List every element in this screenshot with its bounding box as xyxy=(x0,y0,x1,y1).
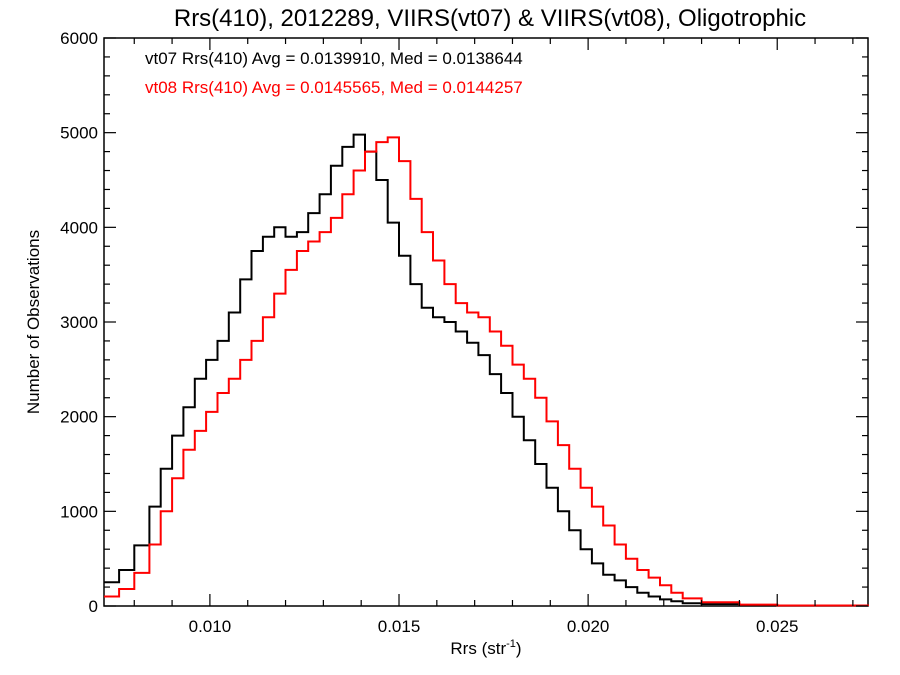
x-axis-label: Rrs (str-1) xyxy=(450,638,521,658)
plot-frame xyxy=(103,37,869,607)
series-line-vt07 xyxy=(104,133,869,607)
x-axis-label-close: ) xyxy=(516,639,522,658)
x-axis: 0.010 0.015 0.020 0.025 xyxy=(133,38,854,636)
series-layer xyxy=(104,133,869,607)
legend: vt07 Rrs(410) Avg = 0.0139910, Med = 0.0… xyxy=(145,49,523,97)
legend-entry-vt08: vt08 Rrs(410) Avg = 0.0145565, Med = 0.0… xyxy=(145,78,523,97)
y-axis: 0 1000 2000 3000 4000 5000 6000 xyxy=(60,29,868,616)
y-tick-label: 4000 xyxy=(60,218,98,237)
x-axis-label-text: Rrs (str xyxy=(450,639,506,658)
series-line-vt08 xyxy=(104,136,869,607)
y-axis-label: Number of Observations xyxy=(24,230,43,414)
y-tick-label: 2000 xyxy=(60,408,98,427)
y-tick-label: 5000 xyxy=(60,124,98,143)
legend-entry-vt07: vt07 Rrs(410) Avg = 0.0139910, Med = 0.0… xyxy=(145,49,523,68)
y-tick-label: 1000 xyxy=(60,502,98,521)
x-tick-label: 0.010 xyxy=(189,617,232,636)
x-tick-label: 0.025 xyxy=(756,617,799,636)
y-tick-label: 0 xyxy=(89,597,98,616)
x-tick-label: 0.015 xyxy=(378,617,421,636)
y-tick-label: 3000 xyxy=(60,313,98,332)
x-tick-label: 0.020 xyxy=(567,617,610,636)
x-axis-label-superscript: -1 xyxy=(506,638,516,650)
y-tick-label: 6000 xyxy=(60,29,98,48)
chart-title: Rrs(410), 2012289, VIIRS(vt07) & VIIRS(v… xyxy=(174,5,806,32)
